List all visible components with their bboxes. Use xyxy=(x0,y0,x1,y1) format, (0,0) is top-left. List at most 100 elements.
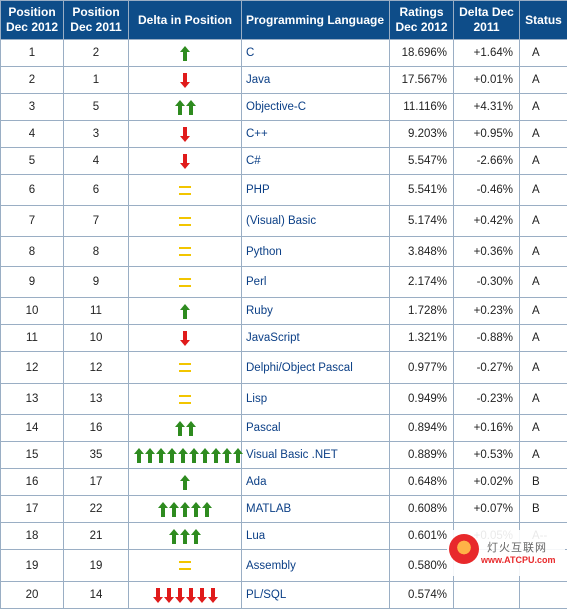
delta-value: +0.36% xyxy=(454,237,520,267)
equal-sign-icon xyxy=(179,186,191,195)
position-2012: 13 xyxy=(1,384,64,415)
status-value: A xyxy=(520,206,567,237)
position-2012: 12 xyxy=(1,352,64,384)
delta-value: -0.88% xyxy=(454,325,520,352)
status-value: A xyxy=(520,148,567,175)
delta-position-cell xyxy=(129,206,242,237)
delta-value: +0.02% xyxy=(454,469,520,496)
green-up-arrow-icon xyxy=(186,421,196,436)
position-2011: 21 xyxy=(64,523,129,550)
rating-value: 0.648% xyxy=(390,469,454,496)
delta-position-cell xyxy=(129,415,242,442)
header-row: Position Dec 2012 Position Dec 2011 Delt… xyxy=(1,1,567,40)
position-2011: 13 xyxy=(64,384,129,415)
rating-value: 9.203% xyxy=(390,121,454,148)
delta-value: -0.23% xyxy=(454,384,520,415)
language-name: Lisp xyxy=(242,384,390,415)
position-2012: 18 xyxy=(1,523,64,550)
delta-position-cell xyxy=(129,442,242,469)
watermark-title: 灯火互联网 xyxy=(487,539,547,555)
language-name: Java xyxy=(242,67,390,94)
delta-position-cell xyxy=(129,121,242,148)
status-value: A xyxy=(520,175,567,206)
green-up-arrow-icon xyxy=(175,421,185,436)
equal-sign-icon xyxy=(179,363,191,372)
status-value: A xyxy=(520,237,567,267)
position-2011: 8 xyxy=(64,237,129,267)
delta-position-cell xyxy=(129,469,242,496)
language-name: C xyxy=(242,40,390,67)
position-2012: 7 xyxy=(1,206,64,237)
red-down-arrow-icon xyxy=(175,588,185,603)
status-value: B xyxy=(520,496,567,523)
language-name: C++ xyxy=(242,121,390,148)
equal-sign-icon xyxy=(179,217,191,226)
red-down-arrow-icon xyxy=(180,127,190,142)
status-value: B xyxy=(520,469,567,496)
green-up-arrow-icon xyxy=(222,448,232,463)
position-2012: 20 xyxy=(1,582,64,609)
green-up-arrow-icon xyxy=(200,448,210,463)
red-down-arrow-icon xyxy=(180,73,190,88)
red-down-arrow-icon xyxy=(208,588,218,603)
rating-value: 5.174% xyxy=(390,206,454,237)
green-up-arrow-icon xyxy=(191,529,201,544)
delta-position-cell xyxy=(129,298,242,325)
flame-logo-icon xyxy=(449,534,479,564)
rating-value: 2.174% xyxy=(390,267,454,298)
red-down-arrow-icon xyxy=(180,154,190,169)
green-up-arrow-icon xyxy=(134,448,144,463)
position-2012: 19 xyxy=(1,550,64,582)
green-up-arrow-icon xyxy=(186,100,196,115)
position-2012: 5 xyxy=(1,148,64,175)
green-up-arrow-icon xyxy=(169,502,179,517)
status-value: A xyxy=(520,298,567,325)
header-status: Status xyxy=(520,1,567,40)
delta-position-cell xyxy=(129,94,242,121)
green-up-arrow-icon xyxy=(167,448,177,463)
position-2012: 15 xyxy=(1,442,64,469)
green-up-arrow-icon xyxy=(156,448,166,463)
delta-position-cell xyxy=(129,67,242,94)
position-2012: 14 xyxy=(1,415,64,442)
status-value: A xyxy=(520,442,567,469)
rating-value: 3.848% xyxy=(390,237,454,267)
status-value: A xyxy=(520,352,567,384)
green-up-arrow-icon xyxy=(178,448,188,463)
header-language: Programming Language xyxy=(242,1,390,40)
green-up-arrow-icon xyxy=(189,448,199,463)
position-2012: 17 xyxy=(1,496,64,523)
status-value: A xyxy=(520,325,567,352)
position-2011: 35 xyxy=(64,442,129,469)
position-2011: 7 xyxy=(64,206,129,237)
rating-value: 0.894% xyxy=(390,415,454,442)
equal-sign-icon xyxy=(179,247,191,256)
rating-value: 0.608% xyxy=(390,496,454,523)
delta-value: +0.01% xyxy=(454,67,520,94)
position-2012: 6 xyxy=(1,175,64,206)
position-2011: 17 xyxy=(64,469,129,496)
rating-value: 1.728% xyxy=(390,298,454,325)
position-2011: 12 xyxy=(64,352,129,384)
rating-value: 0.889% xyxy=(390,442,454,469)
delta-position-cell xyxy=(129,352,242,384)
rating-value: 0.949% xyxy=(390,384,454,415)
delta-position-cell xyxy=(129,267,242,298)
green-up-arrow-icon xyxy=(158,502,168,517)
green-up-arrow-icon xyxy=(191,502,201,517)
delta-position-cell xyxy=(129,496,242,523)
status-value: A xyxy=(520,384,567,415)
header-delta: Delta Dec 2011 xyxy=(454,1,520,40)
equal-sign-icon xyxy=(179,278,191,287)
delta-value: +0.95% xyxy=(454,121,520,148)
language-name: Ada xyxy=(242,469,390,496)
